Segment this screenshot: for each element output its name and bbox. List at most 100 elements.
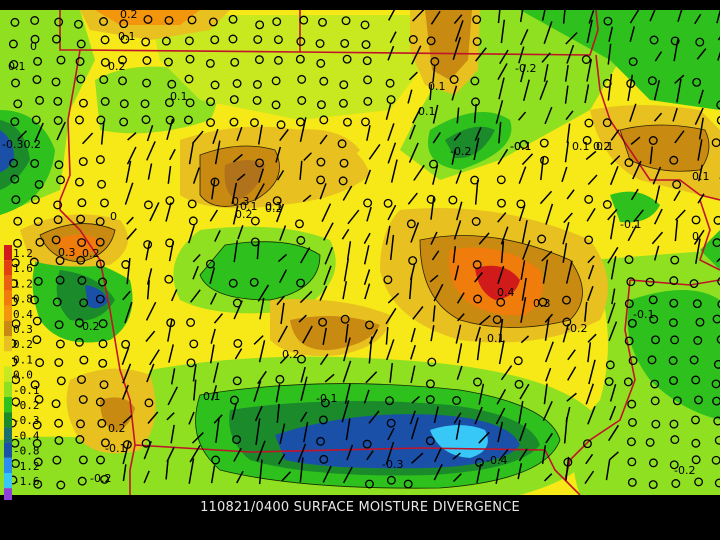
wind-barb <box>566 392 577 402</box>
calm-wind-circle <box>670 335 680 345</box>
legend-label: -0.3 <box>13 414 40 427</box>
calm-wind-circle <box>538 297 548 307</box>
wind-barb <box>17 130 28 141</box>
wind-barb <box>345 418 351 441</box>
contour-label: 0 <box>692 230 699 243</box>
calm-wind-circle <box>297 74 307 84</box>
wind-barb <box>607 43 612 65</box>
wind-barb <box>256 240 260 260</box>
calm-wind-circle <box>32 420 42 430</box>
wind-barb <box>609 384 617 402</box>
wind-barb <box>344 323 349 343</box>
legend-label: 0.2 <box>13 338 33 351</box>
wind-barb <box>566 123 571 144</box>
calm-wind-circle <box>669 376 678 386</box>
calm-wind-circle <box>470 175 480 185</box>
wind-barb <box>193 379 197 401</box>
wind-barb <box>213 414 223 424</box>
contour-label: 0 <box>30 40 37 53</box>
calm-wind-circle <box>695 317 705 327</box>
contour-label: 0.1 <box>418 105 436 118</box>
calm-wind-circle <box>164 274 174 284</box>
legend-label: 0.1 <box>13 353 33 366</box>
wind-barb <box>496 389 507 405</box>
wind-barb <box>433 283 444 302</box>
wind-barb <box>653 79 661 101</box>
calm-wind-circle <box>30 380 40 390</box>
wind-barb <box>499 49 509 65</box>
wind-barb <box>456 292 465 304</box>
wind-barb <box>566 44 575 64</box>
wind-barb <box>520 297 527 323</box>
wind-barb <box>473 103 477 123</box>
calm-wind-circle <box>582 135 592 145</box>
calm-wind-circle <box>626 437 636 447</box>
calm-wind-circle <box>121 339 131 349</box>
calm-wind-circle <box>119 19 129 29</box>
contour-label: 0.1 <box>203 390 221 403</box>
wind-barb <box>233 447 242 462</box>
wind-barb <box>209 267 216 285</box>
wind-barb <box>385 441 395 465</box>
wind-barb <box>456 365 463 380</box>
wind-barb <box>126 258 131 285</box>
wind-barb <box>188 224 196 244</box>
calm-wind-circle <box>691 375 701 385</box>
wind-barb <box>541 52 551 63</box>
calm-wind-circle <box>318 17 327 27</box>
color-legend: 1.2 1.6 1.2 0.8 0.4 0.3 0.2 0.1 0.0 -0.1 -0.2 -0.3 -… <box>4 245 40 500</box>
wind-barb <box>522 240 531 261</box>
wind-barb <box>674 130 685 144</box>
calm-wind-circle <box>79 298 89 308</box>
calm-wind-circle <box>167 79 177 89</box>
wind-barb <box>542 400 553 422</box>
wind-barb <box>298 314 307 323</box>
calm-wind-circle <box>316 157 326 167</box>
wind-barb <box>452 473 462 483</box>
wind-barb <box>385 307 397 325</box>
calm-wind-circle <box>211 455 221 465</box>
wind-barb <box>607 302 616 324</box>
wind-barb <box>675 209 686 221</box>
calm-wind-circle <box>55 256 65 265</box>
wind-barb <box>654 185 661 204</box>
wind-barb <box>168 344 174 363</box>
calm-wind-circle <box>386 95 396 105</box>
wind-barb <box>654 51 663 62</box>
wind-barb <box>323 265 332 286</box>
wind-barb <box>231 182 238 205</box>
wind-barb <box>587 342 592 363</box>
wind-barb <box>232 205 239 225</box>
calm-wind-circle <box>54 418 64 428</box>
calm-wind-circle <box>34 394 44 404</box>
wind-barb <box>587 286 594 301</box>
wind-barb <box>408 71 418 81</box>
wind-barb <box>212 128 219 145</box>
wind-barb <box>343 337 351 362</box>
wind-barb <box>455 419 461 440</box>
wind-barb <box>454 20 464 42</box>
wind-barb <box>212 362 219 383</box>
calm-wind-circle <box>474 458 484 467</box>
wind-barb <box>564 65 569 82</box>
calm-wind-circle <box>426 36 436 46</box>
calm-wind-circle <box>210 80 220 90</box>
wind-barb <box>609 451 619 461</box>
contour-label: 0.2 <box>235 208 253 221</box>
wind-barb <box>324 373 335 383</box>
calm-wind-circle <box>689 355 699 365</box>
calm-wind-circle <box>228 34 238 44</box>
wind-barb <box>233 240 239 263</box>
calm-wind-circle <box>56 376 66 386</box>
wind-barb <box>300 376 308 401</box>
calm-wind-circle <box>315 39 325 48</box>
calm-wind-circle <box>32 438 42 448</box>
calm-wind-circle <box>669 276 679 286</box>
wind-barb <box>145 241 151 261</box>
wind-barb <box>344 383 351 404</box>
wind-barb <box>125 160 132 183</box>
wind-barb <box>188 411 195 425</box>
calm-wind-circle <box>183 115 193 125</box>
wind-barb <box>586 207 596 222</box>
wind-barb <box>456 107 460 124</box>
